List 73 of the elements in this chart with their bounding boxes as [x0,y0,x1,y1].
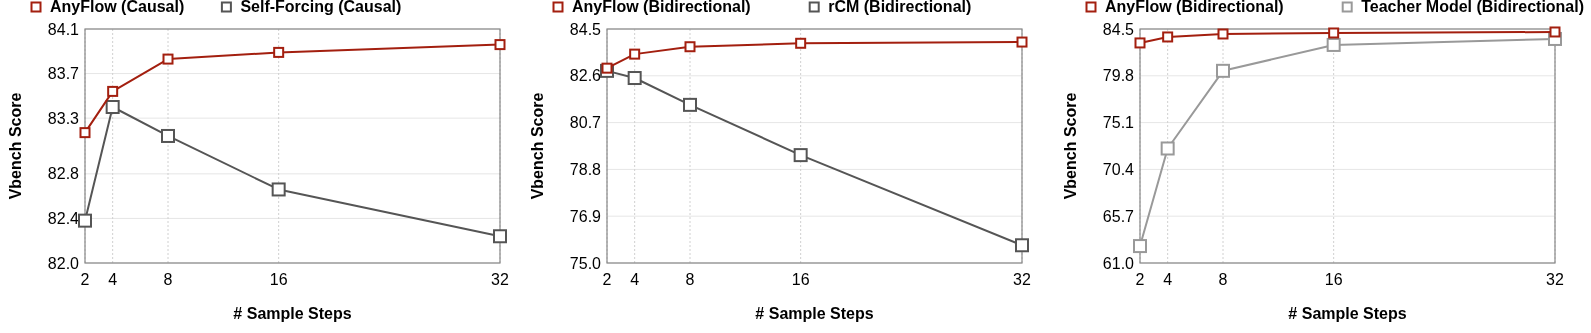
y-tick-label: 83.3 [47,109,80,127]
legend-label: AnyFlow (Bidirectional) [572,0,751,15]
point [601,62,613,74]
point [1160,141,1175,156]
point [1015,238,1029,253]
point [79,127,91,139]
point [684,41,696,53]
point [1134,37,1146,49]
point [1549,26,1561,38]
y-tick-label: 82.8 [47,165,80,183]
point [107,85,119,97]
point [494,39,506,51]
point [627,71,642,86]
x-tick-label: 32 [1546,271,1564,288]
y-tick-label: 84.1 [47,20,80,38]
x-axis-title: # Sample Steps [233,305,352,322]
point [1016,36,1028,48]
x-tick-label: 4 [630,271,640,288]
y-tick-label: 79.8 [1102,67,1135,85]
legend-label: Teacher Model (Bidirectional) [1361,0,1585,15]
y-tick-label: 70.4 [1102,161,1135,178]
point [1328,27,1340,39]
y-tick-label: 76.9 [569,207,602,225]
x-tick-label: 16 [269,271,288,288]
x-tick-label: 4 [108,271,118,288]
y-tick-label: 65.7 [1102,207,1135,225]
x-tick-label: 2 [602,271,612,288]
legend-label: Self-Forcing (Causal) [240,0,402,15]
x-tick-label: 8 [163,271,173,288]
point [793,148,808,163]
x-tick-label: 4 [1163,271,1173,288]
x-tick-label: 16 [1324,271,1343,288]
point [1133,239,1147,254]
point [273,46,285,58]
point [1326,37,1341,52]
x-tick-label: 32 [491,271,509,288]
y-tick-label: 82.6 [569,67,602,85]
point [1216,63,1230,78]
x-tick-label: 2 [1135,271,1145,288]
x-axis-title: # Sample Steps [1288,305,1407,322]
point [493,229,507,244]
point [795,37,807,49]
y-tick-label: 80.7 [569,114,602,132]
point [271,182,286,197]
x-tick-label: 16 [791,271,810,288]
y-tick-label: 75.0 [569,254,602,272]
y-axis-title: Vbench Score [7,92,24,200]
y-axis-title: Vbench Score [1062,92,1079,200]
y-tick-label: 78.8 [569,161,602,178]
point [161,128,175,143]
point [1162,31,1174,43]
point [78,213,92,228]
point [683,97,697,112]
y-tick-label: 75.1 [1102,114,1135,132]
point [629,48,641,60]
x-tick-label: 2 [80,271,90,288]
y-tick-label: 84.5 [1102,20,1135,38]
legend-label: AnyFlow (Bidirectional) [1105,0,1284,15]
y-tick-label: 84.5 [569,20,602,38]
point [1217,28,1229,40]
y-axis-title: Vbench Score [529,92,546,200]
legend-label: AnyFlow (Causal) [50,0,185,15]
point [162,53,174,65]
y-tick-label: 61.0 [1102,254,1135,272]
legend-label: rCM (Bidirectional) [828,0,972,15]
y-tick-label: 82.0 [47,254,80,272]
x-axis-title: # Sample Steps [755,305,874,322]
x-tick-label: 32 [1013,271,1031,288]
y-tick-label: 82.4 [47,210,80,228]
y-tick-label: 83.7 [47,65,80,83]
point [105,100,120,114]
x-tick-label: 8 [685,271,695,288]
x-tick-label: 8 [1218,271,1228,288]
